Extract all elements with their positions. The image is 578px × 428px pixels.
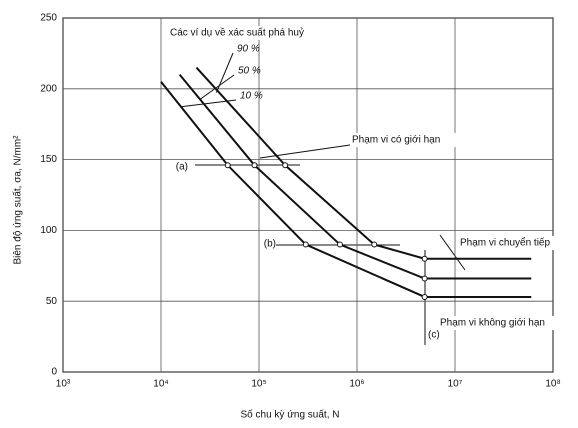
point xyxy=(302,241,309,248)
x-tick-label: 10⁸ xyxy=(545,379,560,390)
annotation: Phạm vi có giới hạn xyxy=(352,135,440,146)
point xyxy=(251,162,258,169)
point xyxy=(224,162,231,169)
x-tick-label: 10³ xyxy=(56,379,71,390)
series-label: 90 % xyxy=(237,44,260,55)
y-tick-label: 150 xyxy=(40,154,57,165)
x-tick-label: 10⁴ xyxy=(153,379,168,390)
leader xyxy=(199,74,235,101)
y-tick-label: 50 xyxy=(46,296,58,307)
annotation: Các ví dụ về xác suất phá huỷ xyxy=(170,27,304,39)
annotation: Phạm vi chuyển tiếp xyxy=(460,237,550,249)
annotation-bg xyxy=(458,236,578,250)
annotation: (c) xyxy=(428,330,440,341)
y-tick-label: 250 xyxy=(40,13,57,24)
y-tick-label: 200 xyxy=(40,83,57,94)
curve xyxy=(160,81,532,298)
point xyxy=(421,275,428,282)
leader xyxy=(439,234,466,271)
x-tick-label: 10⁵ xyxy=(251,379,266,390)
x-axis-label: Số chu kỳ ứng suất, N xyxy=(241,409,340,421)
x-tick-label: 10⁷ xyxy=(448,379,463,390)
annotation-bg xyxy=(426,328,440,342)
annotation-bg xyxy=(174,160,188,174)
point xyxy=(282,162,289,169)
point xyxy=(421,255,428,262)
point xyxy=(371,241,378,248)
annotation: (a) xyxy=(176,162,188,173)
x-tick-label: 10⁶ xyxy=(349,379,364,390)
y-tick-label: 0 xyxy=(51,367,57,378)
series-label: 50 % xyxy=(238,66,261,77)
y-tick-label: 100 xyxy=(40,225,57,236)
series-label: 10 % xyxy=(240,91,263,102)
point xyxy=(421,293,428,300)
leader xyxy=(180,99,237,108)
annotation-bg xyxy=(262,237,276,251)
annotation: (b) xyxy=(264,239,276,250)
leader xyxy=(215,52,234,93)
annotation-bg xyxy=(350,133,475,147)
y-axis-label: Biên độ ứng suất, σa, N/mm² xyxy=(12,135,24,265)
annotation-bg xyxy=(438,316,563,330)
point xyxy=(336,241,343,248)
leader xyxy=(259,144,351,159)
annotation: Phạm vi không giới hạn xyxy=(440,318,545,329)
annotation-bg xyxy=(168,26,293,40)
